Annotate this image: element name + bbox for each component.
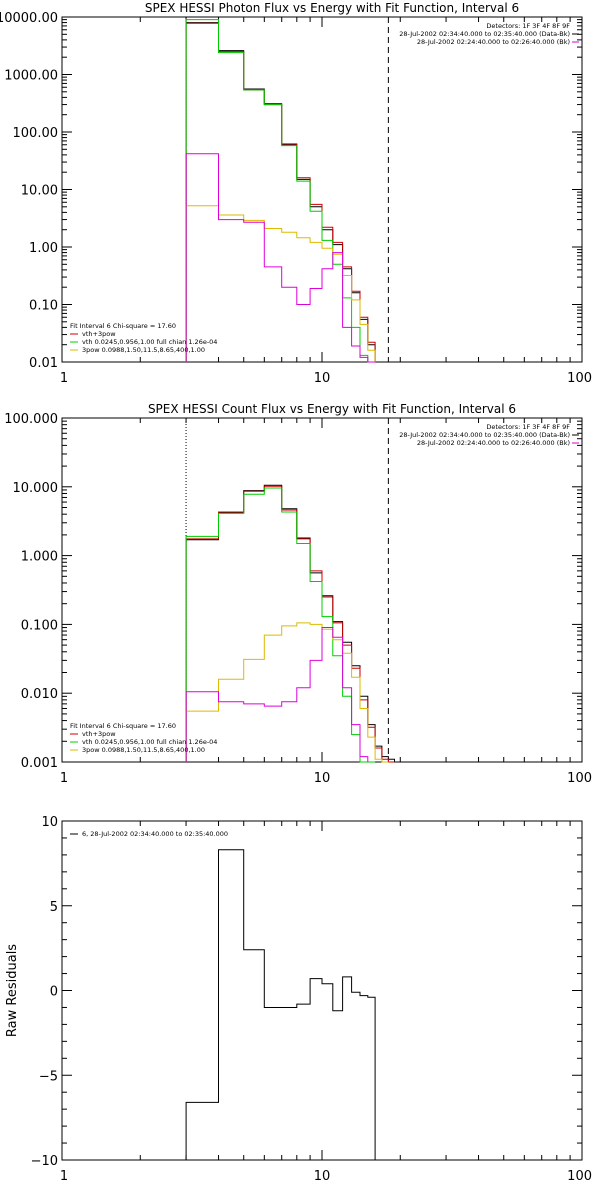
legend-top-right-entry: 28-Jul-2002 02:24:40.000 to 02:26:40.000… [417, 439, 570, 447]
y-tick-label: −10 [31, 1154, 58, 1169]
legend-bottom-left-entry: Fit Interval 6 Chi-square = 17.60 [70, 322, 176, 330]
y-tick-label: 5 [50, 900, 58, 915]
legend-top-left-entry: 6, 28-Jul-2002 02:34:40.000 to 02:35:40.… [82, 830, 228, 838]
y-tick-label: 0 [50, 985, 58, 1000]
legend-top-right-entry: Detectors: 1F 3F 4F 8F 9F [486, 22, 570, 30]
series-vth-3pow-line [185, 485, 395, 763]
series-data-bk-line [185, 22, 376, 362]
series-vth-3pow-line [185, 22, 376, 362]
y-tick-label: 0.010 [21, 687, 58, 702]
series-vth-line [185, 487, 376, 763]
y-tick-label: 0.10 [29, 299, 58, 314]
legend-bottom-left-entry: 3pow 0.0988,1.50,11.5,8.65,400,1.00 [82, 346, 205, 354]
legend-bottom-left-entry: Fit Interval 6 Chi-square = 17.60 [70, 722, 176, 730]
plot-frame [61, 16, 583, 363]
y-tick-label: 10000.00 [0, 11, 58, 26]
x-tick-label: 10 [314, 1169, 331, 1184]
y-tick-label: 1.00 [29, 241, 58, 256]
y-tick-label: 0.100 [21, 618, 58, 633]
y-tick-label: 100.000 [4, 412, 58, 427]
y-tick-label: 100.00 [13, 126, 59, 141]
chart-panel-1: SPEX HESSI Photon Flux vs Energy with Fi… [0, 1, 592, 386]
y-tick-label: 1000.00 [4, 69, 58, 84]
legend-bottom-left-entry: vth+3pow [82, 730, 116, 738]
series-data-bk-line [185, 484, 395, 762]
y-tick-label: 0.01 [29, 356, 58, 371]
chart-panel-3: 1 10 100 10 5 0 −5 −10 Raw Residuals 6, 28-Jul-20… [5, 815, 592, 1184]
legend-top-right-entry: 28-Jul-2002 02:34:40.000 to 02:35:40.000… [399, 431, 570, 439]
series-3pow-line [185, 205, 376, 362]
chart-title: SPEX HESSI Photon Flux vs Energy with Fi… [145, 1, 519, 15]
legend-top-right-entry: Detectors: 1F 3F 4F 8F 9F [486, 423, 570, 431]
x-tick-label: 10 [314, 371, 331, 386]
y-tick-label: 0.001 [21, 756, 58, 771]
x-tick-label: 1 [60, 371, 68, 386]
series-6-28-jul-2002-02-34-40-000-to-02-35-40-000-line [185, 849, 376, 1160]
y-tick-label: −5 [39, 1069, 58, 1084]
chart-panel-2: SPEX HESSI Count Flux vs Energy with Fit… [4, 402, 592, 786]
legend-top-right-entry: 28-Jul-2002 02:34:40.000 to 02:35:40.000… [399, 30, 570, 38]
legend-bottom-left-entry: 3pow 0.0988,1.50,11.5,8.65,400,1.00 [82, 746, 205, 754]
x-tick-label: 100 [567, 771, 592, 786]
series-vth-line [185, 19, 376, 363]
legend-top-right-entry: 28-Jul-2002 02:24:40.000 to 02:26:40.000… [417, 38, 570, 46]
legend-bottom-left-entry: vth 0.0245,0.956,1.00 full chian 1.26e-0… [82, 338, 217, 346]
legend-bottom-left-entry: vth+3pow [82, 330, 116, 338]
x-tick-label: 1 [60, 1169, 68, 1184]
series-bk-line [185, 627, 369, 762]
x-tick-label: 100 [567, 371, 592, 386]
y-tick-label: 1.000 [21, 550, 58, 565]
y-tick-label: 10.000 [13, 481, 59, 496]
y-tick-label: 10 [41, 815, 58, 830]
x-tick-label: 1 [60, 771, 68, 786]
chart-title: SPEX HESSI Count Flux vs Energy with Fit… [148, 402, 516, 416]
series-bk-line [185, 153, 376, 363]
y-axis-label: Raw Residuals [5, 944, 20, 1037]
x-tick-label: 10 [314, 771, 331, 786]
plot-frame [61, 820, 583, 1161]
x-tick-label: 100 [567, 1169, 592, 1184]
y-tick-label: 10.00 [21, 184, 58, 199]
legend-bottom-left-entry: vth 0.0245,0.956,1.00 full chian 1.26e-0… [82, 738, 217, 746]
